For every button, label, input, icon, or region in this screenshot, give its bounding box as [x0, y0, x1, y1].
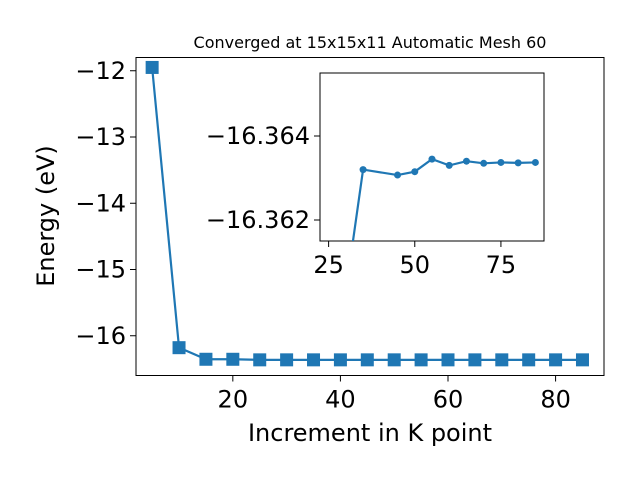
- main-data-point: [226, 352, 240, 366]
- main-data-point: [414, 353, 428, 367]
- main-y-tick-label: −14: [75, 189, 126, 217]
- main-data-point: [360, 353, 374, 367]
- inset-data-point: [428, 155, 436, 163]
- main-data-point: [280, 353, 294, 367]
- main-y-tick-label: −15: [75, 256, 126, 284]
- main-x-tick-label: 60: [433, 386, 464, 414]
- inset-plot-frame: [319, 72, 545, 242]
- inset-data-point: [342, 288, 349, 295]
- y-axis-label: Energy (eV): [32, 145, 60, 287]
- inset-y-tick-label: −16.362: [206, 206, 310, 234]
- main-x-tick-label: 40: [325, 386, 356, 414]
- inset-data-point: [497, 158, 505, 166]
- main-data-point: [172, 341, 186, 355]
- inset-data-point: [445, 161, 453, 169]
- main-x-tick-label: 20: [218, 386, 249, 414]
- main-y-tick-label: −16: [75, 322, 126, 350]
- inset-data-point: [480, 159, 488, 167]
- main-plot: −12 −13 −14 −15 −16 20 40 60 80: [75, 57, 605, 414]
- inset-x-tick-label: 50: [399, 251, 430, 279]
- main-data-point: [253, 353, 267, 367]
- chart-title: Converged at 15x15x11 Automatic Mesh 60: [194, 33, 547, 52]
- x-axis-label: Increment in K point: [248, 419, 492, 447]
- main-x-tick-label: 80: [540, 386, 571, 414]
- inset-series: [342, 155, 539, 295]
- inset-y-tick-label: −16.364: [206, 122, 310, 150]
- main-x-ticks: 20 40 60 80: [218, 375, 571, 414]
- inset-y-ticks: −16.364 −16.362: [206, 122, 320, 234]
- main-data-point: [495, 353, 509, 367]
- main-series: [145, 60, 589, 367]
- inset-data-point: [462, 157, 470, 165]
- main-y-tick-label: −13: [75, 123, 126, 151]
- main-data-point: [468, 353, 482, 367]
- main-data-point: [575, 353, 589, 367]
- inset-data-point: [531, 158, 539, 166]
- main-data-point: [333, 353, 347, 367]
- inset-plot: −16.364 −16.362 25 50 75: [206, 72, 545, 295]
- main-data-point: [441, 353, 455, 367]
- inset-data-point: [411, 168, 419, 176]
- inset-x-tick-label: 75: [486, 251, 517, 279]
- main-plot-frame: [135, 57, 605, 376]
- main-data-point: [387, 353, 401, 367]
- main-data-point: [307, 353, 321, 367]
- inset-x-tick-label: 25: [313, 251, 344, 279]
- main-data-point: [549, 353, 563, 367]
- inset-data-point: [359, 166, 367, 174]
- inset-data-point: [394, 171, 402, 179]
- main-data-point: [522, 353, 536, 367]
- inset-data-point: [514, 159, 522, 167]
- inset-x-ticks: 25 50 75: [313, 241, 516, 279]
- main-y-tick-label: −12: [75, 57, 126, 85]
- main-y-ticks: −12 −13 −14 −15 −16: [75, 57, 136, 350]
- main-data-point: [199, 352, 213, 366]
- main-data-point: [145, 60, 159, 74]
